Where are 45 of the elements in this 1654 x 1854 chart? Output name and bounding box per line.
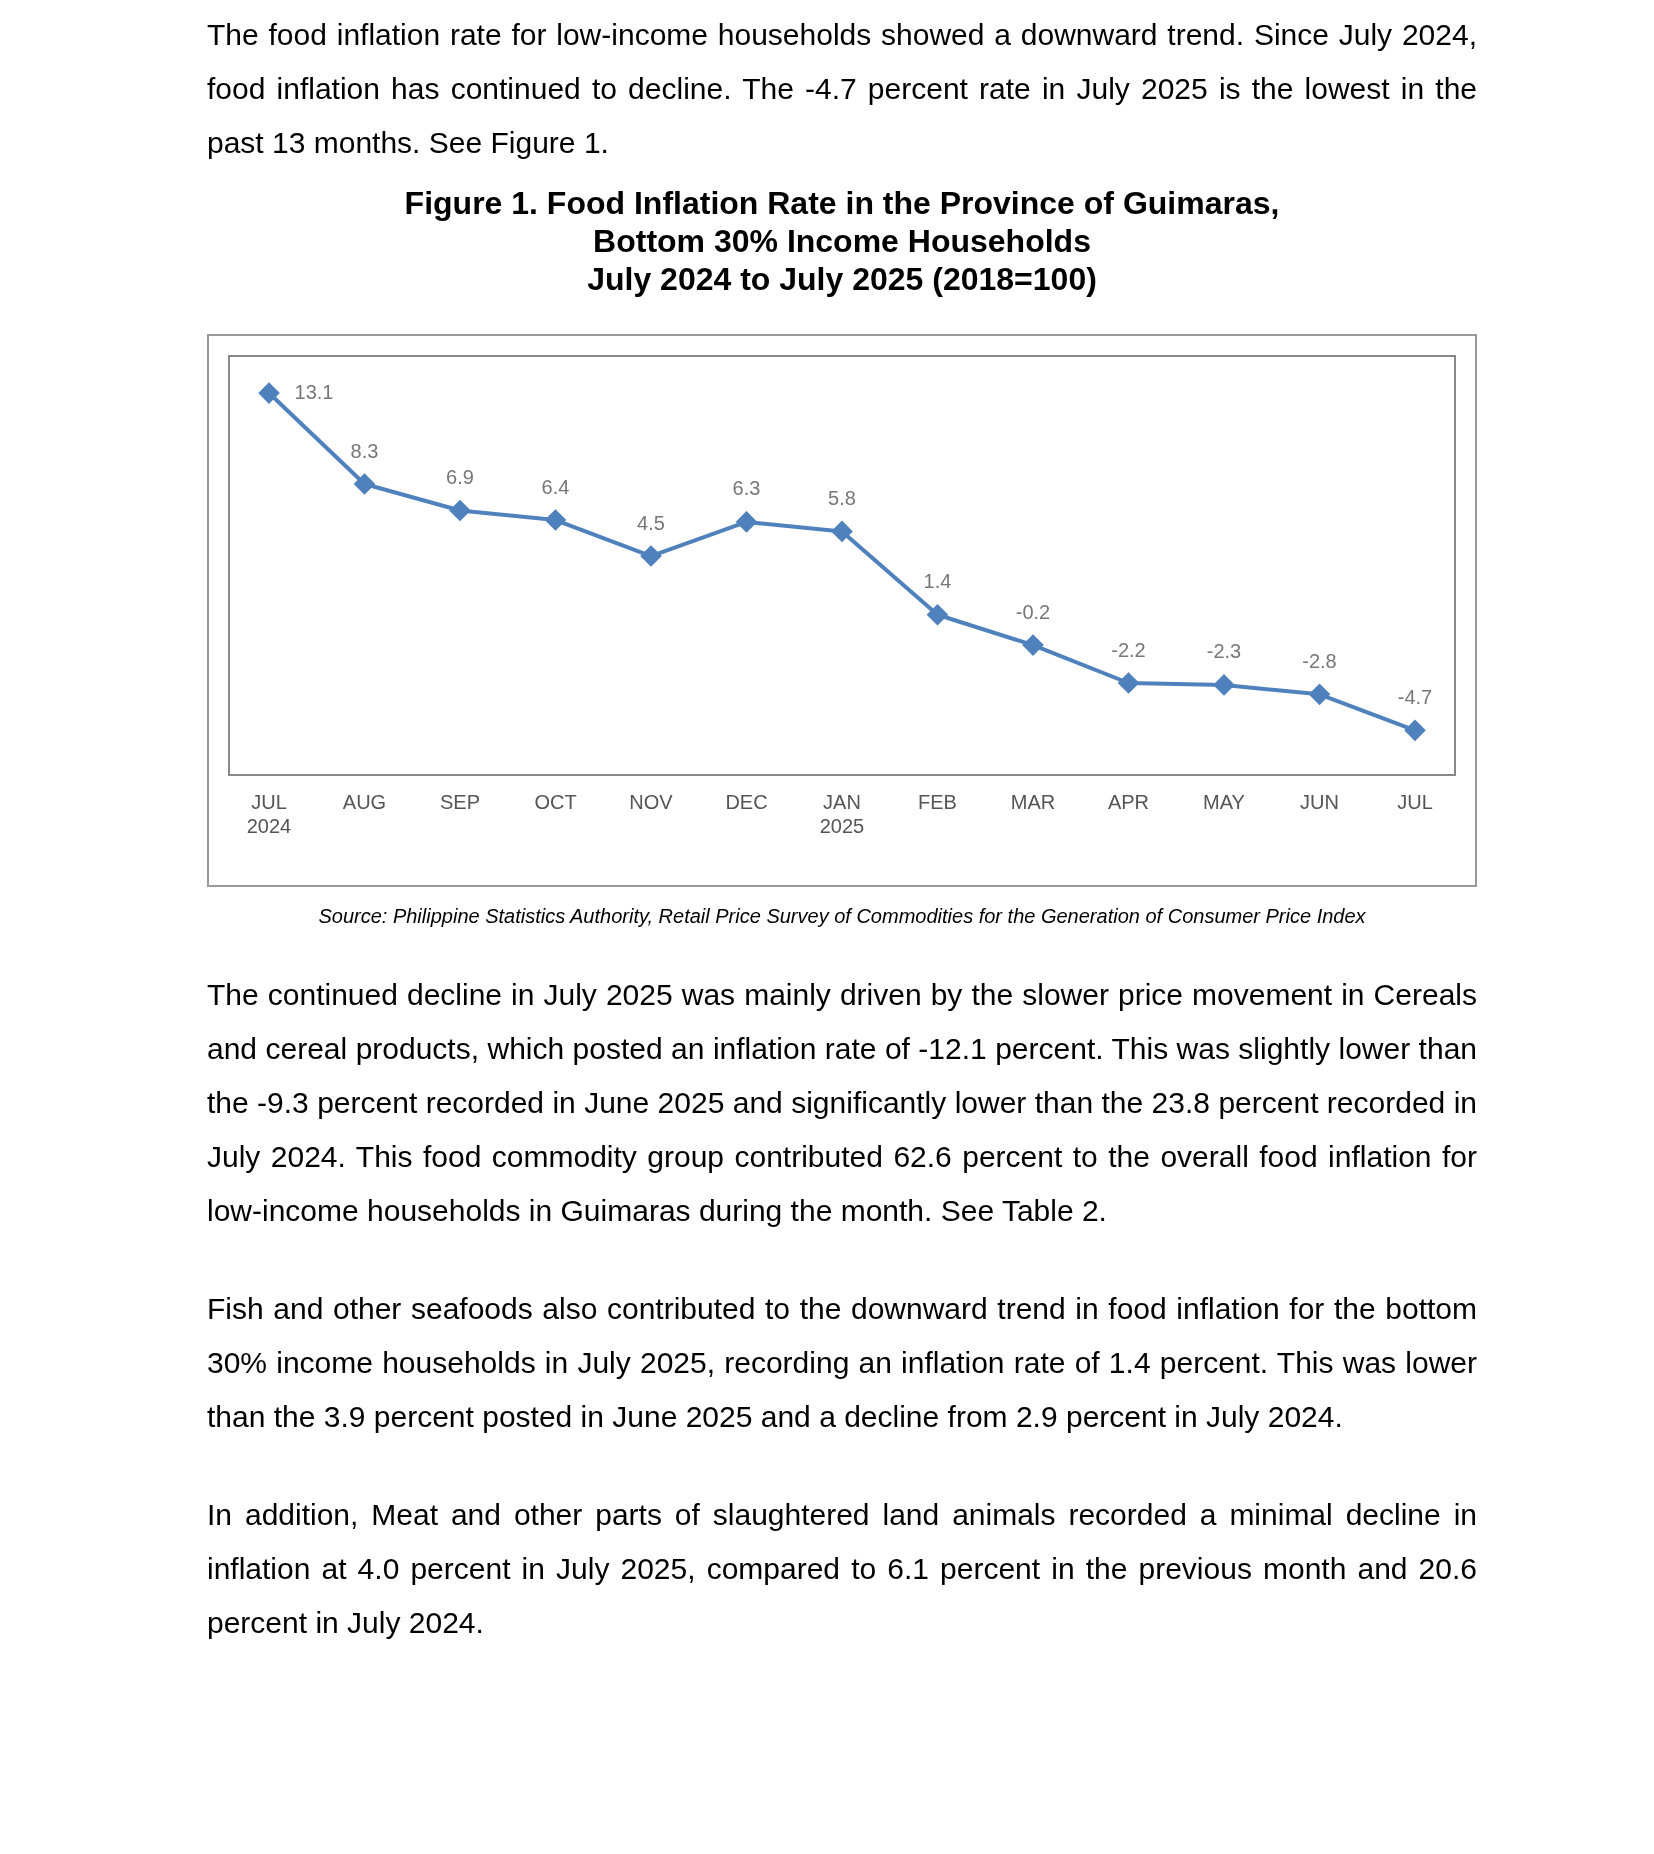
- x-tick-label: NOV: [629, 790, 674, 813]
- point: [1118, 672, 1139, 693]
- data-label: 13.1: [294, 380, 334, 403]
- x-tick-label: JUL: [1397, 790, 1433, 813]
- point: [832, 521, 852, 542]
- text: The food inflation rate for low-income households showed a downward trend. Since July 2024, food inflation has continued to decline. The -4.7 percent rate in July 2025 is the lowest in the past 13 months. See Figure 1.: [207, 17, 1477, 161]
- data-label: -2.3: [1206, 640, 1242, 663]
- data-label: 5.8: [828, 486, 856, 509]
- point: [1214, 674, 1234, 695]
- point: [1405, 720, 1425, 741]
- point: [354, 474, 375, 495]
- x-tick-label: JUN: [1300, 790, 1339, 813]
- data-label: -4.7: [1397, 685, 1433, 708]
- data-label: -0.2: [1015, 600, 1051, 623]
- data-label: 4.5: [637, 511, 665, 534]
- point: [1023, 635, 1043, 656]
- x-tick-label: APR: [1107, 790, 1150, 813]
- x-tick-label: DEC: [725, 790, 768, 813]
- x-tick-label: FEB: [918, 790, 957, 813]
- x-tick-label: MAY: [1203, 790, 1245, 813]
- point: [450, 500, 470, 521]
- data-label: 6.3: [732, 477, 761, 500]
- x-tick-label: OCT: [534, 790, 577, 813]
- data-label: -2.2: [1111, 638, 1146, 661]
- x-tick-label: MAR: [1010, 790, 1056, 813]
- point: [736, 511, 757, 532]
- x-tick-label: JUL 2024: [246, 790, 292, 837]
- data-label: 8.3: [350, 439, 379, 462]
- chart-title: Figure 1. Food Inflation Rate in the Province of Guimaras, Bottom 30% Income Households July 2024 to July 2025 (2018=100): [403, 184, 1281, 298]
- source-note: Source: Philippine Statistics Authority, Retail Price Survey of Commodities for the Generation of Consumer Price Index: [317, 905, 1367, 928]
- text: In addition, Meat and other parts of slaughtered land animals recorded a minimal decline in inflation at 4.0 percent in July 2025, compared to 6.1 percent in the previous month and 20.6 percent in July 2024.: [207, 1497, 1477, 1641]
- point: [1309, 684, 1330, 705]
- data-label: -2.8: [1302, 649, 1337, 672]
- x-tick-label: JAN 2025: [819, 790, 865, 837]
- text: Fish and other seafoods also contributed to the downward trend in food inflation for the bottom 30% income households in July 2025, recording an inflation rate of 1.4 percent. This was lower than the 3.9 percent posted in June 2025 and a decline from 2.9 percent in July 2024.: [207, 1291, 1477, 1435]
- x-tick-label: AUG: [342, 790, 387, 813]
- point: [927, 604, 948, 625]
- point: [259, 383, 279, 404]
- text: The continued decline in July 2025 was mainly driven by the slower price movement in Cereals and cereal products, which posted an inflation rate of -12.1 percent. This was slightly lower than the -9.3 percent recorded in June 2025 and significantly lower than the 23.8 percent recorded in July 2024. This food commodity group contributed 62.6 percent to the overall food inflation for low-income households in Guimaras during the month. See Table 2.: [207, 977, 1477, 1229]
- x-tick-label: SEP: [439, 790, 481, 813]
- data-label: 6.9: [446, 466, 474, 489]
- point: [641, 546, 661, 567]
- data-label: 1.4: [923, 570, 952, 593]
- point: [545, 510, 566, 531]
- data-label: 6.4: [541, 475, 570, 498]
